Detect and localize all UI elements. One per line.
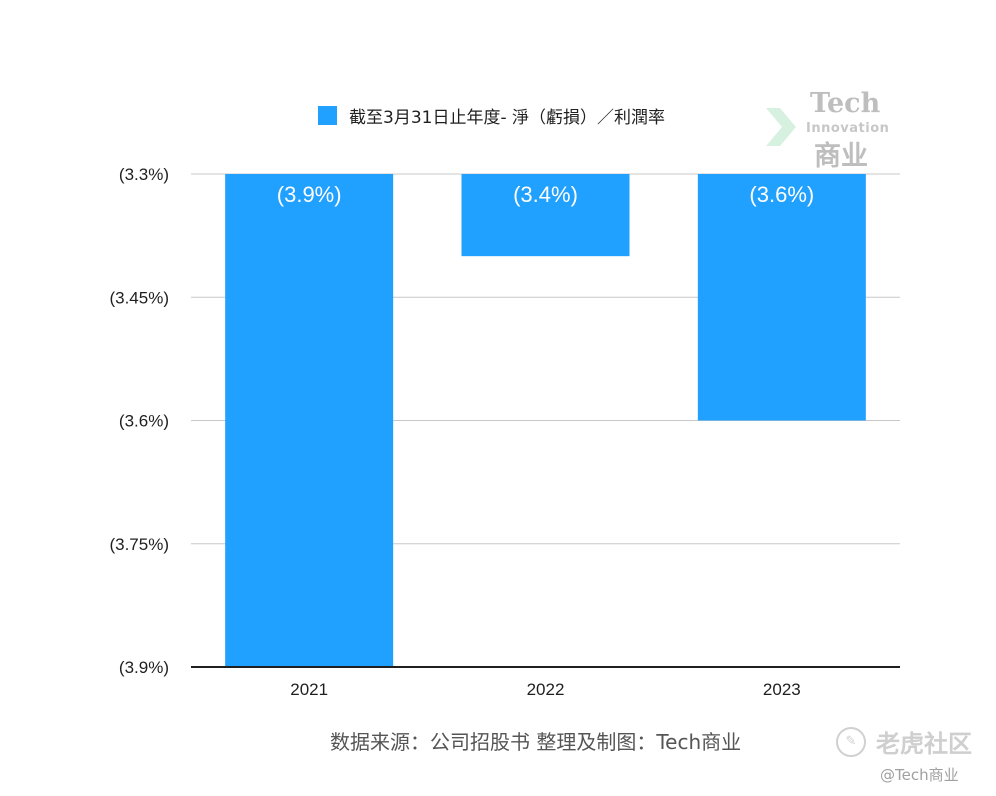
data-label-2023: (3.6%) [749,182,814,207]
bar-2021 [225,174,394,667]
x-tick-label-2022: 2022 [527,680,565,699]
legend-label: 截至3月31日止年度- 淨（虧損）／利潤率 [349,108,665,128]
tech-innovation-logo: Tech Innovation 商业 [762,88,892,172]
bar-2022 [461,174,630,257]
chevron-logo-icon [766,108,796,146]
bars [225,174,866,667]
y-tick-label: (3.9%) [119,658,169,677]
legend: 截至3月31日止年度- 淨（虧損）／利潤率 [318,103,665,128]
x-tick-label-2021: 2021 [290,680,328,699]
logo-text-shangye: 商业 [814,141,868,172]
data-label-2022: (3.4%) [513,182,578,207]
x-axis-tick-labels: 2021 2022 2023 [290,680,800,699]
author-handle: @Tech商业 [880,766,959,784]
tiger-community-icon: ✎ [836,726,866,757]
y-tick-label: (3.45%) [109,288,169,307]
community-label: 老虎社区 [876,730,972,758]
source-note: 数据来源：公司招股书 整理及制图：Tech商业 [330,730,742,754]
data-labels: (3.9%) (3.4%) (3.6%) [277,182,814,207]
logo-text-innovation: Innovation [806,121,890,136]
y-tick-label: (3.75%) [109,535,169,554]
y-tick-label: (3.6%) [119,412,169,431]
y-tick-label: (3.3%) [119,165,169,184]
legend-swatch [318,106,337,125]
community-watermark: ✎ 老虎社区 [836,724,972,759]
data-label-2021: (3.9%) [277,182,342,207]
y-axis-tick-labels: (3.3%) (3.45%) (3.6%) (3.75%) (3.9%) [109,165,169,677]
logo-text-tech: Tech [810,88,881,119]
x-tick-label-2023: 2023 [763,680,801,699]
bar-2023 [697,174,866,421]
